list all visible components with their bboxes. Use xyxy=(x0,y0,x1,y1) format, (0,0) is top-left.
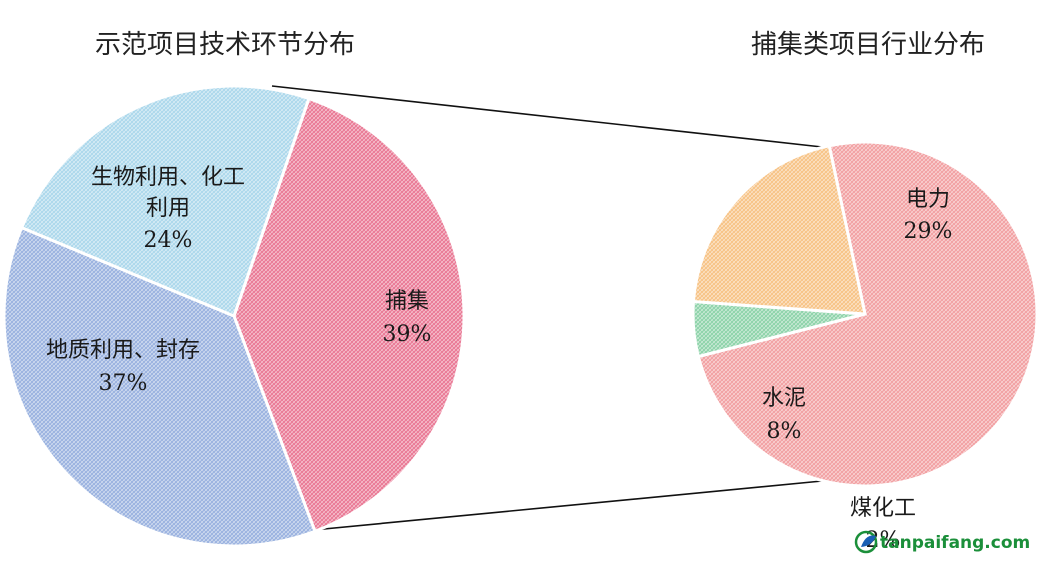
slice-label-bio-chem-line1: 生物利用、化工 xyxy=(91,165,245,190)
left-pie xyxy=(2,84,466,548)
slice-value-geologic-storage: 37% xyxy=(99,371,148,396)
left-chart-title: 示范项目技术环节分布 xyxy=(95,30,355,60)
slice-label-capture: 捕集 xyxy=(385,289,429,314)
right-pie xyxy=(691,140,1039,488)
left-slice-texture-1 xyxy=(4,227,315,546)
watermark: tanpaifang.com xyxy=(854,530,1030,554)
slice-value-cement: 8% xyxy=(767,419,802,444)
connector-line-bottom xyxy=(302,480,823,532)
right-slice-texture-1 xyxy=(693,301,865,357)
right-slice-texture-0 xyxy=(698,142,1037,486)
slice-label-geologic-storage: 地质利用、封存 xyxy=(46,338,200,363)
left-slice-texture-2 xyxy=(21,86,309,316)
slice-value-capture: 39% xyxy=(383,322,432,347)
leaf-logo-icon xyxy=(854,530,878,554)
right-chart-title: 捕集类项目行业分布 xyxy=(751,30,985,60)
right-slice-texture-2 xyxy=(693,145,865,314)
slice-label-bio-chem-line2: 利用 xyxy=(146,196,190,221)
slice-value-bio-chem: 24% xyxy=(144,228,193,253)
slice-label-cement: 水泥 xyxy=(762,386,806,411)
left-slice-texture-0 xyxy=(234,98,464,532)
slice-label-power: 电力 xyxy=(906,187,950,212)
slice-label-coal-chemical: 煤化工 xyxy=(850,496,916,521)
watermark-text: tanpaifang.com xyxy=(880,533,1030,553)
slice-value-power: 29% xyxy=(904,219,953,244)
connector-line-top xyxy=(271,85,823,148)
